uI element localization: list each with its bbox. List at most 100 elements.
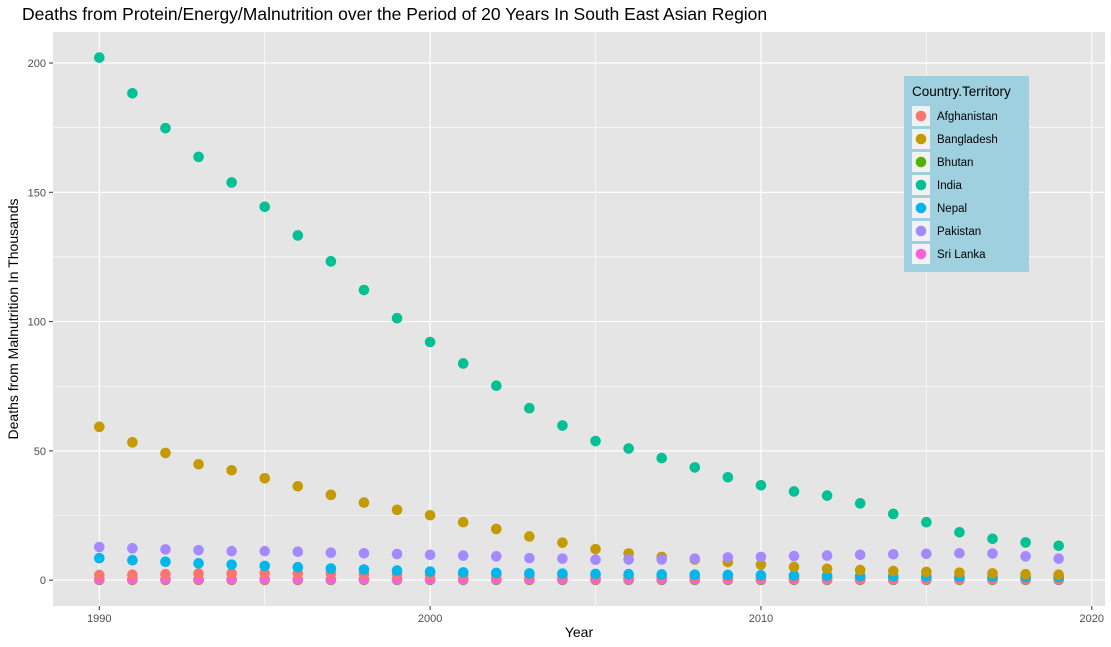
data-point [457,550,469,561]
data-point [490,567,502,579]
data-point [424,336,436,348]
data-point [490,523,502,535]
data-point [755,569,767,581]
data-point [954,527,965,538]
data-point [193,568,204,579]
data-point [755,559,767,570]
data-point [656,452,668,464]
data-point [292,480,304,492]
data-point [292,561,304,573]
data-point [391,504,403,516]
legend-swatch [915,156,927,168]
data-point [160,122,171,134]
data-point [755,551,767,563]
data-point [490,380,502,392]
data-point [887,508,899,520]
legend-label: India [937,180,963,192]
data-point [788,486,800,497]
data-point [557,420,568,431]
legend-swatch [915,202,927,214]
data-point [623,443,634,454]
data-point [226,464,237,476]
data-point [391,565,403,576]
data-point [854,498,866,509]
data-point [590,568,601,580]
data-point [1053,569,1064,581]
y-tick-label: 50 [34,446,46,458]
data-point [259,472,271,484]
data-point [325,489,337,501]
legend-swatch [915,248,927,260]
legend-title: Country.Territory [912,84,1011,99]
legend-swatch [915,179,927,191]
x-axis-ticks: 1990 2000 2010 2020 [87,606,1104,625]
data-point [127,543,138,554]
data-point [954,567,965,578]
data-point [821,550,833,561]
data-point [424,509,436,521]
y-axis-ticks: 0 50 100 150 200 [28,58,53,587]
data-point [325,547,337,559]
data-point [325,563,337,574]
data-point [160,568,171,580]
data-point [259,560,271,572]
y-tick-label: 200 [28,58,46,70]
data-point [1020,537,1031,548]
x-tick-label: 2010 [749,613,773,625]
legend-label: Sri Lanka [937,249,986,261]
data-point [424,566,436,577]
data-point [921,516,932,528]
data-point [1053,540,1064,552]
data-point [722,569,734,581]
data-point [854,564,866,576]
data-point [1020,551,1031,562]
legend: Country.Territory Afghanistan Bangladesh B… [904,76,1029,272]
legend-label: Nepal [937,203,967,215]
data-point [954,547,965,559]
data-point [788,550,800,562]
data-point [524,531,535,542]
data-point [590,543,601,555]
legend-label: Bangladesh [937,134,998,146]
legend-label: Pakistan [937,226,981,238]
data-point [424,549,436,561]
data-point [656,569,668,580]
data-point [987,548,998,559]
data-point [623,568,634,580]
data-point [557,568,568,579]
data-point [160,544,171,555]
data-point [193,558,204,569]
data-point [358,497,370,508]
legend-items: Afghanistan Bangladesh Bhutan India Nepal Pak… [912,106,998,264]
data-point [788,570,800,581]
data-point [457,358,469,369]
data-point [557,553,568,564]
data-point [689,553,701,564]
data-point [193,544,204,556]
data-point [259,201,271,213]
data-point [127,87,138,99]
data-point [722,552,734,563]
data-point [854,549,866,561]
data-point [821,563,833,575]
legend-swatch [915,225,927,237]
legend-swatch [915,110,927,122]
legend-label: Bhutan [937,157,973,169]
data-point [391,312,403,324]
data-point [788,561,800,573]
legend-background [904,76,1029,272]
data-point [887,548,899,560]
y-tick-label: 0 [40,575,46,587]
data-point [623,554,634,565]
data-point [524,552,535,564]
data-point [921,566,932,578]
data-point [524,568,535,579]
data-point [656,554,668,565]
data-point [722,471,734,483]
data-point [755,479,767,491]
data-point [259,545,271,557]
data-point [127,569,138,581]
data-point [226,177,237,188]
data-point [358,564,370,575]
